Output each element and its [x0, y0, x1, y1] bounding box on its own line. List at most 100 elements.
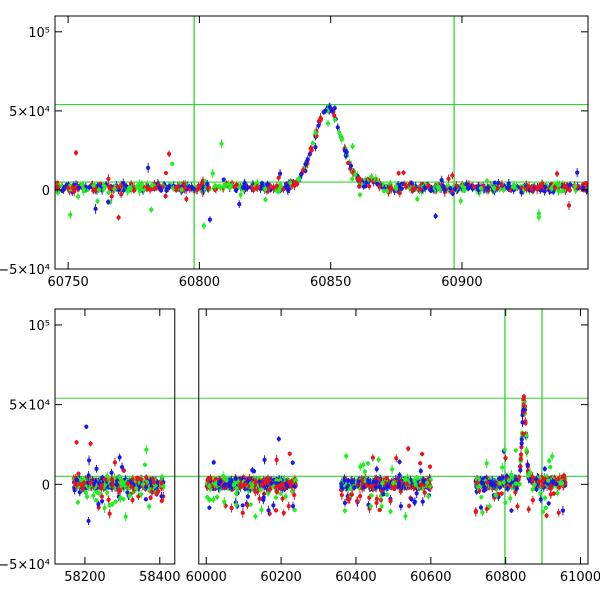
data-point [370, 484, 375, 489]
data-point [348, 486, 353, 492]
data-point [348, 163, 354, 169]
data-point [197, 184, 202, 189]
data-point [222, 184, 227, 189]
data-point [148, 495, 153, 500]
data-point [543, 184, 548, 189]
data-point [332, 117, 337, 122]
data-point [255, 185, 260, 190]
data-point [218, 185, 223, 190]
data-point [117, 455, 122, 460]
data-point [134, 486, 139, 491]
data-point [327, 104, 332, 109]
data-point [106, 497, 111, 502]
data-point [283, 494, 288, 499]
data-point [257, 496, 262, 501]
data-point [250, 468, 255, 473]
data-point [112, 460, 118, 465]
data-point [242, 184, 247, 189]
data-point [80, 487, 85, 492]
data-point [318, 115, 323, 121]
data-point [536, 211, 541, 216]
data-point [55, 190, 60, 195]
data-point [106, 199, 111, 205]
data-point [159, 498, 164, 504]
data-point [139, 492, 144, 497]
data-point [380, 481, 385, 486]
data-point [358, 178, 363, 183]
data-point [374, 496, 379, 501]
data-point [224, 478, 229, 483]
data-point [99, 482, 104, 488]
data-point [117, 475, 122, 480]
data-point [213, 183, 218, 189]
data-point [492, 180, 497, 185]
data-point [281, 187, 286, 192]
data-point [70, 185, 75, 190]
y-tick-label: 10⁵ [28, 26, 50, 41]
data-point [159, 494, 164, 499]
data-point [460, 184, 465, 189]
data-point [337, 130, 342, 136]
data-point [346, 497, 352, 502]
data-point [271, 503, 276, 508]
data-point [409, 181, 414, 186]
data-point [82, 477, 87, 482]
data-point [276, 188, 282, 194]
data-point [207, 497, 212, 502]
data-point [138, 185, 143, 190]
data-point [96, 187, 102, 192]
data-point [390, 467, 395, 472]
data-point [257, 479, 262, 484]
data-point [106, 176, 111, 182]
x-tick-label: 60900 [441, 275, 482, 290]
data-point [377, 507, 382, 513]
data-point [94, 489, 99, 494]
data-point [107, 511, 112, 516]
x-tick-label: 60800 [179, 275, 220, 290]
data-point [276, 175, 281, 180]
data-point [508, 188, 513, 193]
data-point [75, 194, 81, 199]
data-point [109, 477, 115, 482]
data-point [207, 505, 212, 510]
plot-frame-1 [54, 15, 589, 270]
data-point [403, 184, 409, 190]
data-point [91, 188, 96, 193]
data-point [134, 184, 139, 189]
data-point [556, 189, 561, 194]
data-point [313, 145, 318, 150]
data-point [293, 478, 299, 483]
data-point [266, 508, 271, 513]
data-point [554, 171, 560, 176]
data-point [150, 186, 155, 192]
data-point [127, 493, 132, 498]
data-point [68, 212, 73, 217]
data-point [458, 198, 463, 204]
data-point [259, 482, 264, 487]
data-point [265, 491, 271, 496]
data-point [86, 518, 91, 524]
data-point [367, 184, 372, 189]
data-point [267, 487, 273, 492]
data-point [357, 192, 363, 197]
y-tick-label: 0 [42, 184, 50, 199]
data-point [76, 185, 82, 190]
data-point [112, 186, 117, 191]
data-point [339, 485, 344, 490]
data-point [210, 171, 215, 176]
data-point [131, 188, 137, 193]
data-point [286, 504, 291, 509]
data-point [420, 451, 425, 457]
data-point [278, 182, 283, 187]
data-point [211, 497, 216, 502]
data-point [297, 176, 302, 181]
data-point [208, 475, 213, 480]
data-point [110, 482, 115, 487]
data-point [156, 489, 161, 494]
data-point [375, 181, 380, 186]
data-point [259, 507, 264, 512]
data-point [96, 501, 101, 507]
data-point [150, 182, 155, 188]
data-point [448, 186, 453, 191]
